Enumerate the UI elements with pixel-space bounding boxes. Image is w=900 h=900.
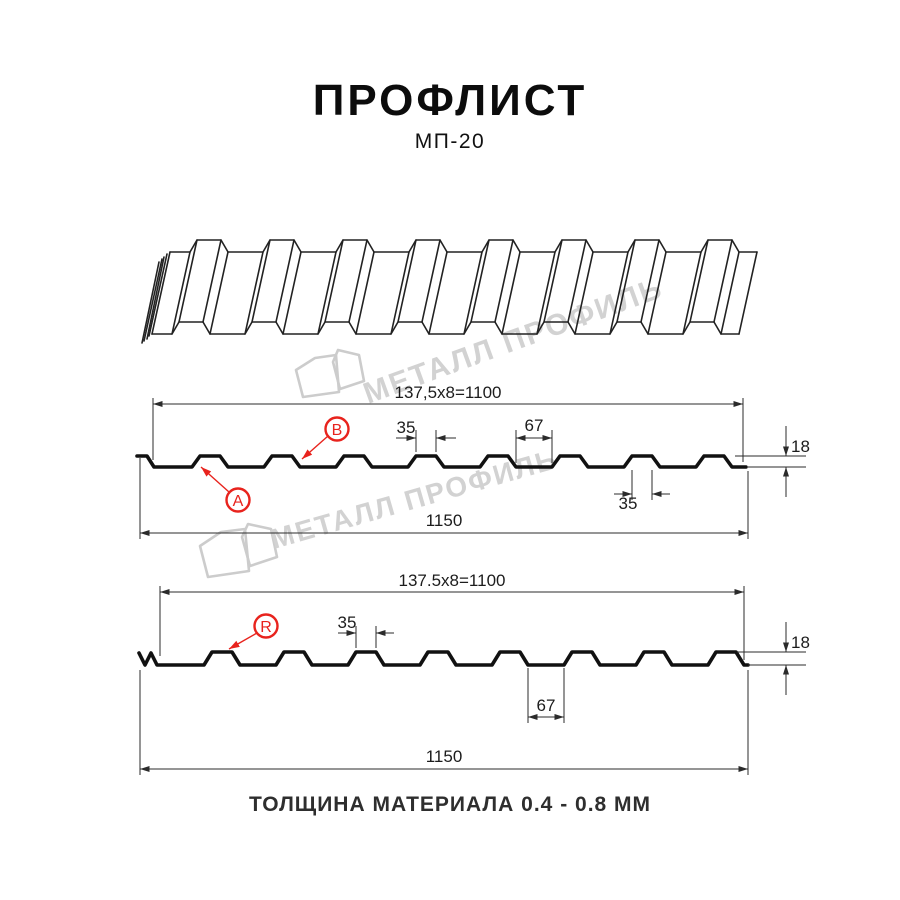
dim-total-1: 1150	[426, 511, 463, 530]
dim-valley-2: 67	[537, 696, 556, 715]
profile-outline-1	[135, 454, 748, 469]
cross-section-2: 137.5x8=1100 35 67 18 1150	[137, 571, 810, 775]
label-a-text: A	[233, 493, 244, 510]
cross-section-1: 137,5x8=1100 35 67 18 35	[135, 383, 810, 539]
profile-outline-2	[137, 650, 750, 667]
watermark-logo-upper	[294, 348, 366, 399]
dim-height-2: 18	[791, 633, 810, 652]
dim-crest-2: 35	[338, 613, 357, 632]
label-side-b: B	[301, 416, 350, 460]
profile-3d-drawing	[141, 239, 758, 344]
sheet-back-edge	[169, 239, 758, 253]
dim-height-1: 18	[791, 437, 810, 456]
dim-module-1: 137,5x8=1100	[395, 383, 502, 402]
sheet-edge-curl	[141, 253, 168, 344]
profile-model: МП-20	[414, 130, 486, 153]
dim-total-2: 1150	[426, 747, 463, 766]
dim-module-2: 137.5x8=1100	[399, 571, 506, 590]
label-radius-r: R	[228, 613, 279, 650]
label-b-text: B	[332, 422, 343, 439]
label-side-a: A	[200, 466, 251, 513]
dim-crest-1: 35	[397, 418, 416, 437]
sheet-right-edge	[738, 251, 758, 335]
sheet-rib-lines	[171, 239, 740, 335]
dim-crest-base-1: 35	[619, 494, 638, 513]
label-r-text: R	[260, 619, 272, 636]
sheet-front-edge	[151, 321, 740, 335]
watermark-logo-lower	[198, 522, 279, 579]
page-title: ПРОФЛИСТ	[312, 76, 588, 125]
dim-valley-1: 67	[525, 416, 544, 435]
sheet-left-edge	[151, 251, 171, 335]
material-thickness-note: ТОЛЩИНА МАТЕРИАЛА 0.4 - 0.8 ММ	[248, 793, 652, 816]
